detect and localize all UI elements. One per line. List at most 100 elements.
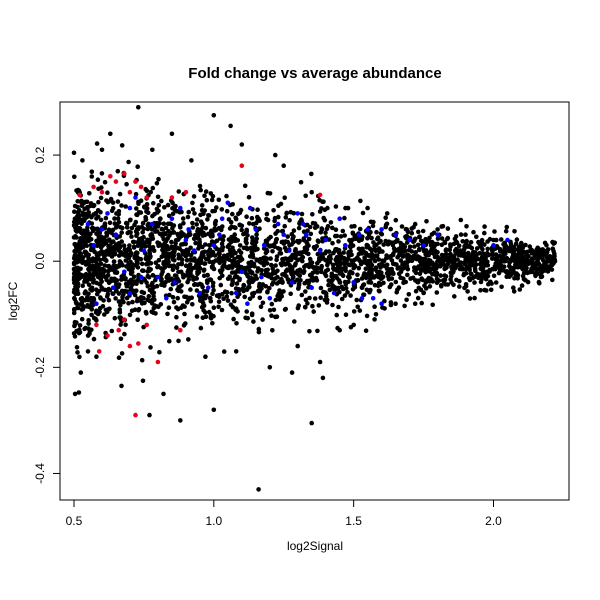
data-point	[305, 263, 310, 268]
data-point	[145, 210, 151, 215]
data-point	[248, 275, 253, 281]
data-point	[416, 246, 422, 252]
data-point	[323, 230, 328, 235]
data-point	[370, 255, 376, 260]
data-point	[112, 276, 117, 282]
data-point	[427, 235, 432, 241]
data-point	[371, 275, 377, 280]
data-point	[206, 309, 212, 315]
data-point	[78, 370, 84, 375]
data-point	[421, 290, 426, 296]
data-point	[98, 195, 104, 201]
data-point	[119, 203, 124, 208]
data-point	[496, 264, 502, 270]
data-point	[103, 257, 108, 262]
data-point	[403, 260, 408, 265]
data-point	[409, 230, 415, 236]
data-point	[339, 254, 344, 260]
data-point	[314, 269, 319, 275]
data-point	[276, 214, 281, 220]
data-point	[139, 301, 145, 306]
highlight-point	[105, 333, 110, 338]
data-point	[171, 230, 177, 235]
data-point	[453, 240, 459, 246]
data-point	[129, 225, 135, 231]
data-point	[230, 202, 235, 207]
data-point	[373, 312, 379, 317]
data-point	[86, 252, 91, 258]
data-point	[216, 299, 222, 305]
data-point	[483, 259, 489, 265]
data-point	[219, 241, 225, 247]
data-point	[180, 216, 186, 221]
data-point	[119, 277, 124, 282]
data-point	[326, 278, 332, 283]
data-point	[131, 274, 137, 280]
highlight-point	[91, 184, 96, 190]
data-point	[123, 322, 128, 328]
data-point	[134, 298, 140, 304]
data-point	[190, 302, 195, 307]
y-axis-label: log2FC	[6, 281, 20, 320]
data-point	[301, 236, 307, 241]
data-point	[319, 252, 325, 258]
data-point	[75, 305, 81, 311]
data-point	[218, 282, 224, 288]
data-point	[498, 247, 503, 252]
data-point	[202, 208, 207, 213]
highlight-point	[317, 192, 323, 198]
data-point	[474, 246, 480, 251]
data-point	[271, 280, 276, 285]
data-point	[265, 190, 271, 196]
data-point	[303, 289, 308, 294]
data-point	[513, 262, 518, 268]
data-point	[218, 255, 224, 261]
data-point	[406, 292, 412, 297]
data-point	[117, 244, 123, 250]
data-point	[323, 257, 328, 263]
data-point	[119, 143, 125, 148]
data-point	[233, 216, 239, 222]
data-point	[131, 239, 137, 245]
data-point	[205, 273, 210, 278]
data-point	[144, 254, 149, 260]
data-point	[156, 208, 161, 214]
data-point	[338, 234, 344, 239]
data-point	[378, 265, 383, 270]
data-point	[117, 259, 123, 264]
data-point	[314, 224, 320, 229]
data-point	[150, 185, 156, 191]
data-point	[333, 204, 339, 209]
data-point	[245, 233, 250, 238]
data-point	[75, 350, 80, 355]
data-point	[135, 265, 141, 270]
data-point	[94, 141, 100, 146]
data-point	[237, 243, 243, 248]
y-tick-label: 0.2	[33, 146, 47, 163]
data-point	[498, 237, 504, 242]
data-point	[480, 246, 485, 252]
data-point	[322, 217, 328, 223]
data-point	[180, 248, 185, 254]
highlight-point	[303, 232, 309, 237]
data-point	[284, 267, 290, 273]
data-point	[113, 225, 119, 230]
data-point	[272, 223, 278, 229]
data-point	[72, 334, 78, 339]
data-point	[74, 254, 80, 260]
data-point	[126, 266, 132, 272]
data-point	[154, 181, 160, 186]
data-point	[122, 331, 127, 337]
data-point	[139, 224, 145, 230]
data-point	[529, 269, 535, 275]
data-point	[89, 169, 95, 174]
data-point	[274, 237, 279, 242]
data-point	[97, 305, 103, 311]
data-point	[243, 315, 248, 321]
data-point	[343, 285, 349, 291]
data-point	[107, 252, 112, 257]
highlight-point	[337, 216, 343, 221]
data-point	[188, 252, 194, 258]
data-point	[165, 311, 170, 317]
data-point	[432, 241, 437, 247]
